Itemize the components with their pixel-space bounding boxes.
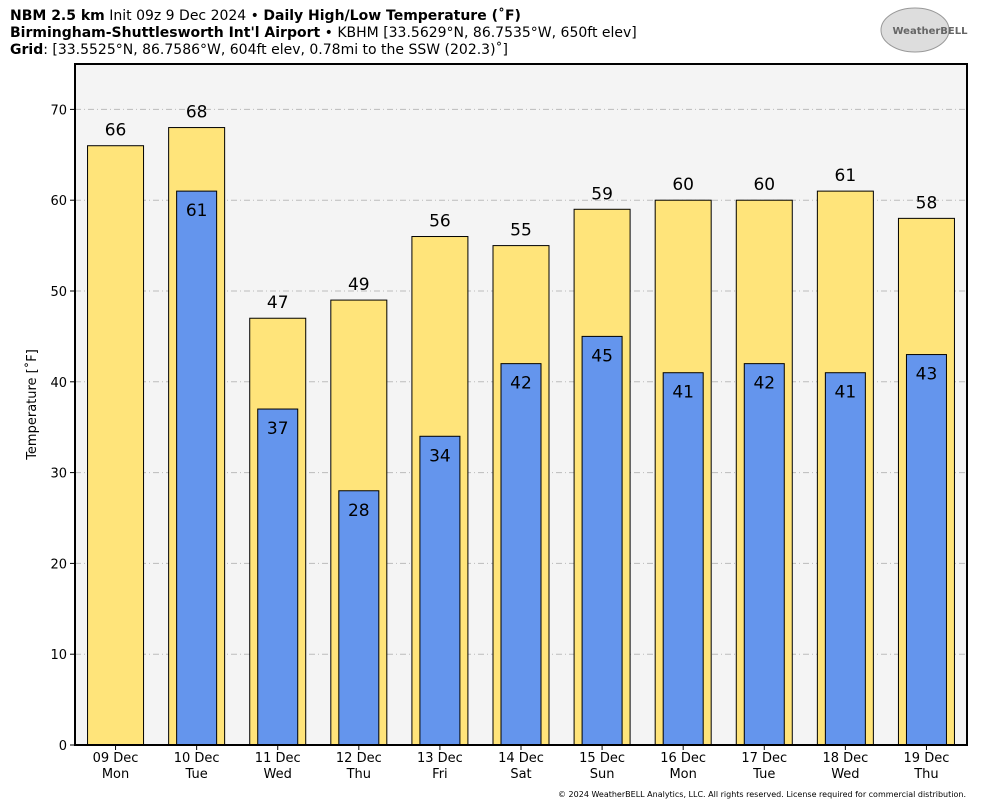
- footer: © 2024 WeatherBELL Analytics, LLC. All r…: [558, 790, 966, 799]
- y-axis-label: Temperature [˚F]: [24, 349, 40, 461]
- low-label: 34: [429, 446, 451, 466]
- low-label: 42: [510, 374, 532, 394]
- high-label: 58: [916, 193, 938, 213]
- low-label: 42: [753, 374, 775, 394]
- x-tick-day: Mon: [669, 767, 696, 782]
- station-info: • KBHM [33.5629°N, 86.7535°W, 650ft elev…: [320, 25, 637, 41]
- high-label: 55: [510, 221, 532, 241]
- x-tick-day: Tue: [752, 767, 775, 782]
- logo-icon: [880, 7, 950, 53]
- y-tick-label: 10: [50, 648, 67, 663]
- x-tick-day: Fri: [432, 767, 448, 782]
- low-bar: [662, 372, 704, 746]
- plot-frame: [74, 63, 968, 746]
- x-tick-label: 12 Dec: [336, 751, 382, 766]
- high-label: 56: [429, 212, 451, 232]
- x-tick-label: 13 Dec: [417, 751, 463, 766]
- x-tick-day: Sat: [510, 767, 531, 782]
- x-tick-label: 10 Dec: [174, 751, 220, 766]
- x-tick-day: Sun: [590, 767, 615, 782]
- high-bar: [87, 145, 145, 746]
- header-line1: NBM 2.5 km Init 09z 9 Dec 2024 • Daily H…: [10, 7, 521, 24]
- low-bar: [419, 435, 461, 746]
- high-label: 61: [835, 166, 857, 186]
- product: Daily High/Low Temperature (˚F): [263, 7, 521, 24]
- x-tick-label: 16 Dec: [660, 751, 706, 766]
- high-label: 47: [267, 293, 289, 313]
- low-label: 37: [267, 419, 289, 439]
- low-label: 43: [916, 365, 938, 385]
- low-bar: [581, 335, 623, 746]
- y-tick-label: 70: [50, 103, 67, 118]
- header-line2: Birmingham-Shuttlesworth Int'l Airport •…: [10, 25, 637, 41]
- low-label: 41: [835, 383, 857, 403]
- grid-label: Grid: [10, 42, 43, 58]
- x-tick-day: Tue: [185, 767, 208, 782]
- x-tick-label: 11 Dec: [255, 751, 301, 766]
- x-tick-day: Mon: [102, 767, 129, 782]
- grid-info: : [33.5525°N, 86.7586°W, 604ft elev, 0.7…: [43, 41, 508, 58]
- low-bar: [905, 354, 947, 746]
- y-tick-label: 0: [59, 739, 67, 754]
- high-label: 66: [105, 121, 127, 141]
- header-line3: Grid: [33.5525°N, 86.7586°W, 604ft elev,…: [10, 41, 508, 58]
- x-tick-day: Thu: [913, 767, 938, 782]
- low-label: 28: [348, 501, 370, 521]
- low-bar: [743, 363, 785, 746]
- low-bar: [500, 363, 542, 746]
- x-tick-label: 15 Dec: [579, 751, 625, 766]
- model: NBM 2.5 km: [10, 8, 105, 24]
- x-tick-day: Wed: [831, 767, 859, 782]
- high-label: 68: [186, 103, 208, 123]
- low-bar: [338, 490, 380, 746]
- x-tick-label: 14 Dec: [498, 751, 544, 766]
- y-tick-label: 30: [50, 467, 67, 482]
- x-tick-label: 18 Dec: [822, 751, 868, 766]
- high-label: 59: [591, 184, 613, 204]
- low-label: 45: [591, 346, 613, 366]
- x-tick-label: 19 Dec: [904, 751, 950, 766]
- low-label: 41: [672, 383, 694, 403]
- y-tick-label: 50: [50, 285, 67, 300]
- x-tick-label: 17 Dec: [741, 751, 787, 766]
- y-tick-label: 40: [50, 376, 67, 391]
- low-bar: [257, 408, 299, 746]
- low-bar: [824, 372, 866, 746]
- y-tick-label: 20: [50, 557, 67, 572]
- low-label: 61: [186, 201, 208, 221]
- high-label: 49: [348, 275, 370, 295]
- x-tick-label: 09 Dec: [93, 751, 139, 766]
- low-bar: [176, 190, 218, 746]
- init: Init 09z 9 Dec 2024 •: [105, 8, 264, 24]
- y-tick-label: 60: [50, 194, 67, 209]
- logo: WeatherBELL: [892, 26, 968, 37]
- station: Birmingham-Shuttlesworth Int'l Airport: [10, 25, 320, 41]
- x-tick-day: Thu: [346, 767, 371, 782]
- high-label: 60: [672, 175, 694, 195]
- x-tick-day: Wed: [264, 767, 292, 782]
- high-label: 60: [753, 175, 775, 195]
